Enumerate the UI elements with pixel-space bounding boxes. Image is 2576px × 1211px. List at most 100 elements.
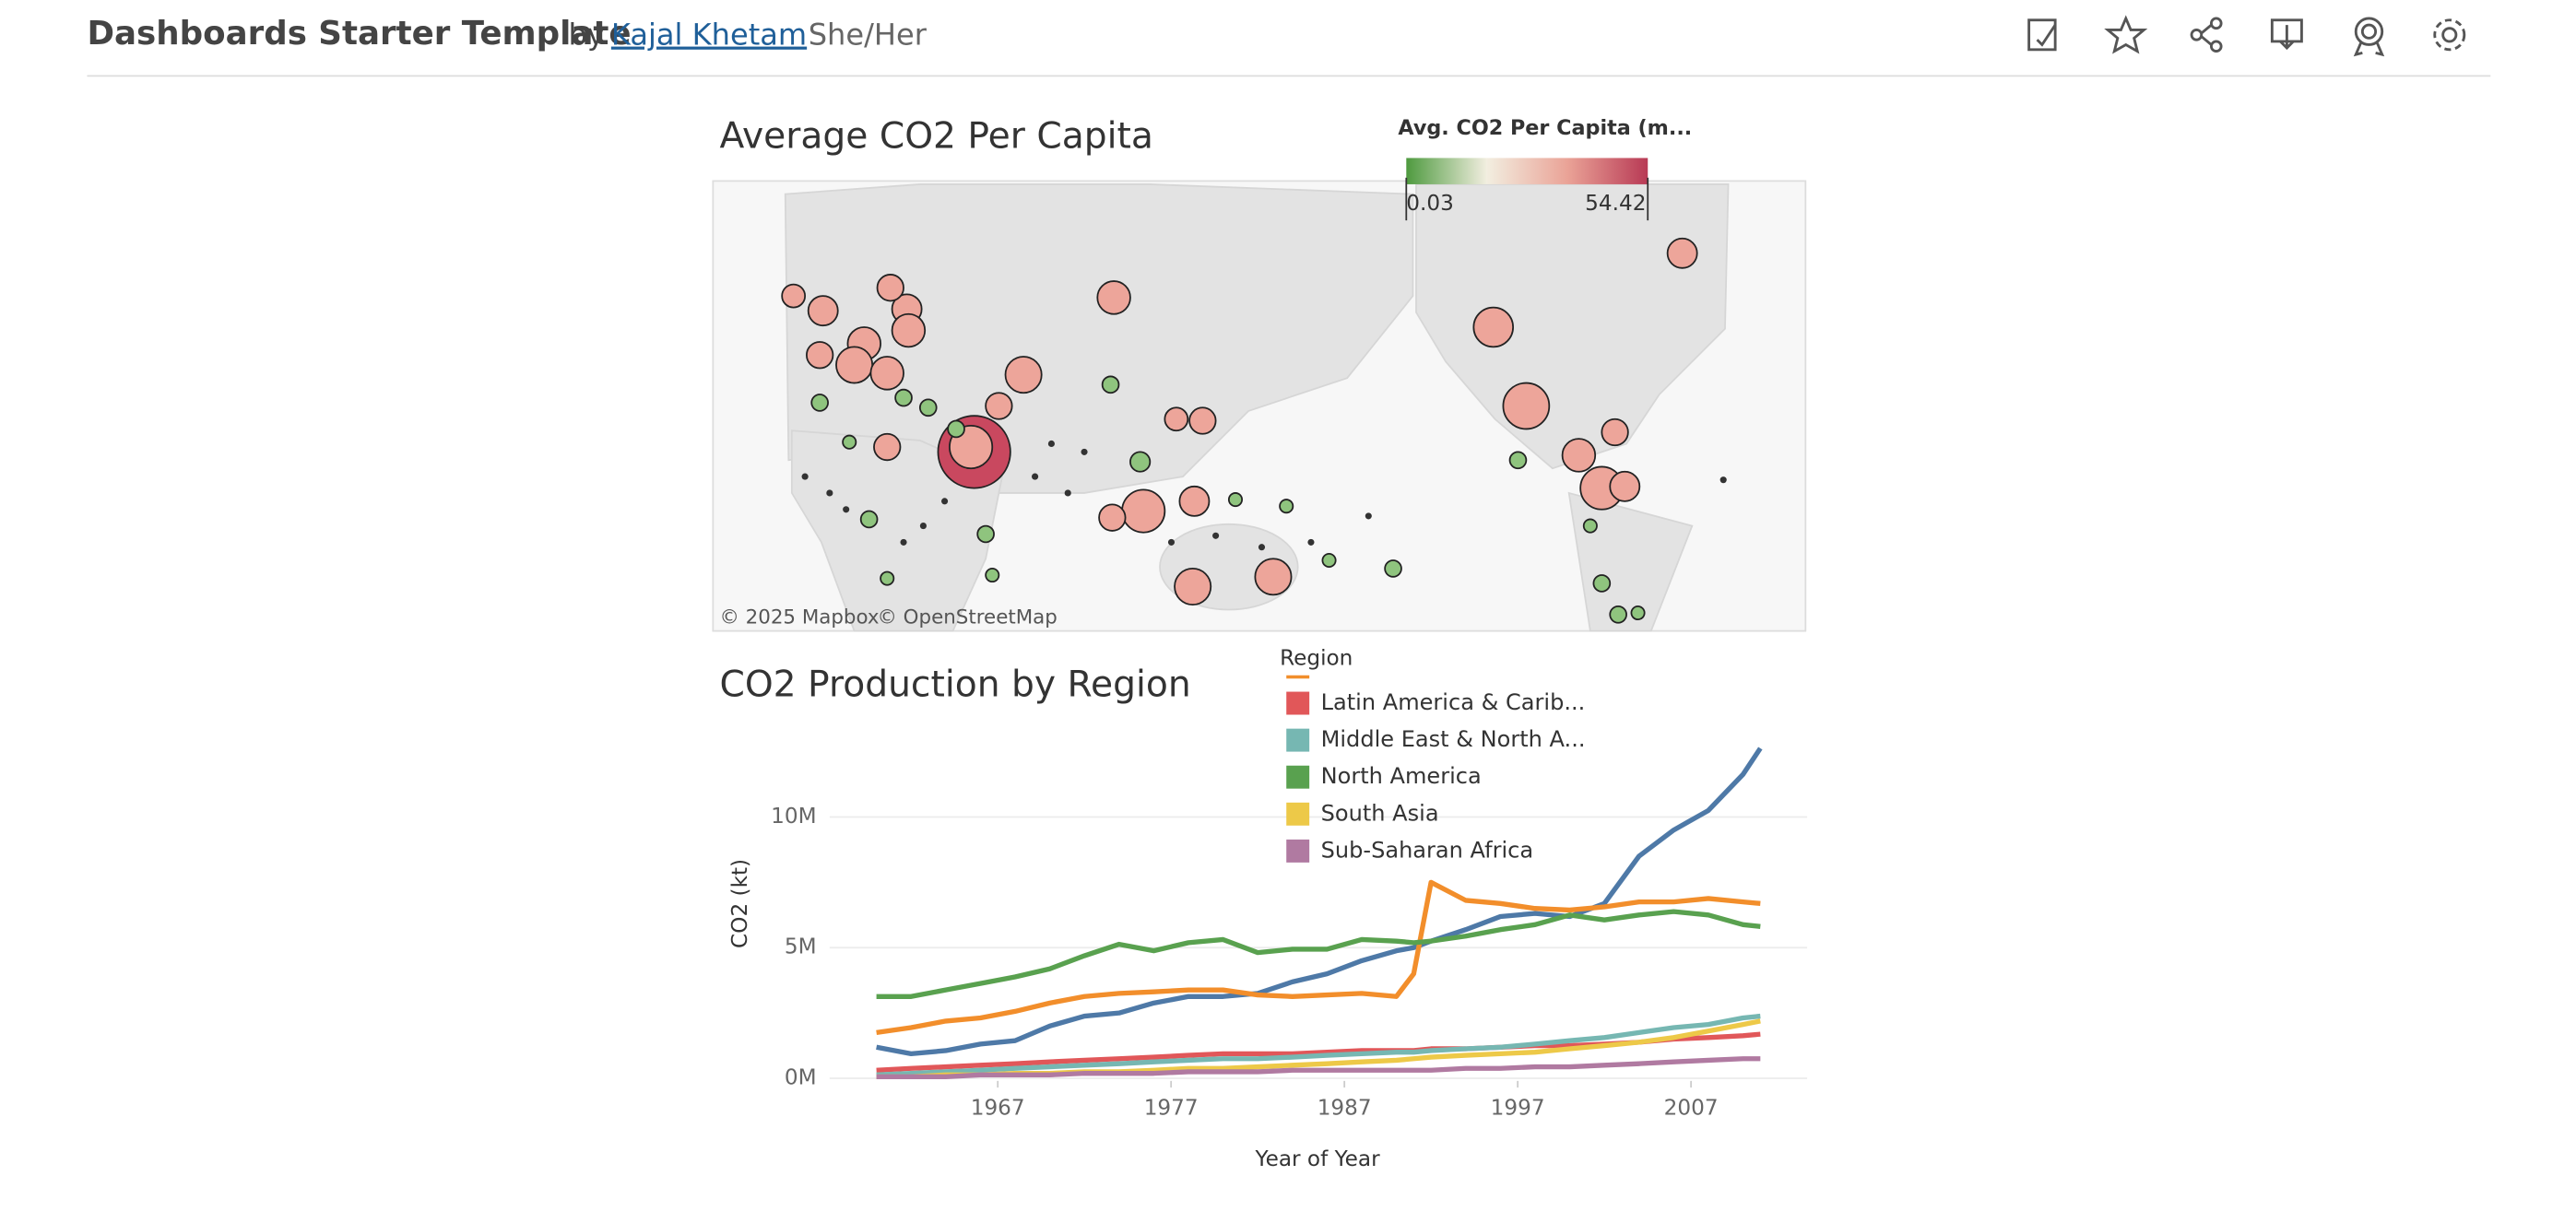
map-bubble xyxy=(1630,606,1646,621)
map-attribution: © 2025 Mapbox xyxy=(719,606,879,629)
bubbles xyxy=(781,237,1727,624)
y-axis-label: CO2 (kt) xyxy=(728,859,752,948)
author-link[interactable]: Kajal Khetam xyxy=(611,18,807,53)
map-bubble xyxy=(985,568,1000,583)
map-bubble xyxy=(1004,356,1043,394)
map-bubble xyxy=(1384,559,1402,578)
map-bubble xyxy=(894,388,913,407)
map-bubble xyxy=(1472,306,1515,348)
byline: by xyxy=(569,18,605,53)
map-bubble xyxy=(891,312,927,348)
map-bubble xyxy=(918,398,938,417)
legend-swatch xyxy=(1286,728,1310,752)
map-bubble xyxy=(1064,489,1071,497)
map-bubble xyxy=(2353,42,2385,57)
map-bubble xyxy=(873,432,902,462)
map-bubble xyxy=(2360,23,2378,40)
series-line xyxy=(876,747,1763,1057)
series-line xyxy=(876,909,1761,999)
map-bubble xyxy=(880,570,895,586)
legend-swatch-partial xyxy=(1286,675,1310,679)
map-bubble xyxy=(869,356,904,391)
x-tick-label: 1967 xyxy=(971,1097,1025,1121)
map-bubble xyxy=(976,524,995,544)
map-bubble xyxy=(1502,382,1551,430)
x-tick-label: 1987 xyxy=(1318,1097,1372,1121)
map-bubble xyxy=(1032,473,1039,480)
y-tick-label: 0M xyxy=(785,1066,817,1090)
series-line xyxy=(876,1013,1761,1078)
map-bubble xyxy=(2036,24,2057,47)
map-bubble xyxy=(900,538,907,546)
map-bubble xyxy=(2279,25,2295,51)
map-bubble xyxy=(835,346,874,384)
legend-swatch xyxy=(1286,691,1310,715)
map-bubble xyxy=(781,283,807,309)
series-line xyxy=(876,1056,1761,1079)
x-axis-label: Year of Year xyxy=(1255,1147,1381,1171)
map-bubble xyxy=(1592,574,1612,593)
x-tick-label: 1997 xyxy=(1491,1097,1545,1121)
map-bubble xyxy=(801,473,809,480)
share-icon[interactable] xyxy=(2190,17,2223,53)
map-bubble xyxy=(985,392,1013,420)
legend-swatch xyxy=(1286,802,1310,826)
map-bubble xyxy=(1227,492,1243,508)
legend-swatch xyxy=(1286,839,1310,863)
map-bubble xyxy=(1666,237,1698,269)
series-line xyxy=(876,879,1761,1036)
edit-icon[interactable] xyxy=(2027,18,2057,52)
map-attribution[interactable]: © OpenStreetMap xyxy=(878,606,1058,629)
map-bubble xyxy=(1365,512,1372,520)
map-bubble xyxy=(2441,27,2458,43)
color-tick-label: 0.03 xyxy=(1406,192,1454,216)
favorite-icon[interactable] xyxy=(2104,15,2148,54)
map-bubble xyxy=(1167,538,1176,546)
map-bubble xyxy=(810,394,829,412)
x-tick-label: 1977 xyxy=(1144,1097,1199,1121)
settings-icon[interactable] xyxy=(2433,18,2466,52)
map-bubble xyxy=(1609,470,1641,502)
map-bubble xyxy=(2200,24,2213,46)
map-bubble xyxy=(2209,17,2223,30)
dashboard-title: Dashboards Starter Template xyxy=(87,15,631,53)
map-bubble xyxy=(1081,448,1088,455)
land xyxy=(1567,491,1694,632)
map-bubble xyxy=(1212,532,1220,539)
legend-label: North America xyxy=(1321,763,1482,789)
map-bubble xyxy=(1178,485,1211,517)
map: © 2025 Mapbox © OpenStreetMap xyxy=(712,180,1807,632)
map-bubble xyxy=(1258,544,1266,551)
metrics-icon[interactable] xyxy=(2353,17,2385,57)
map-bubble xyxy=(1096,280,1131,315)
map-bubble xyxy=(1129,451,1152,473)
map-bubble xyxy=(807,295,839,327)
map-bubble xyxy=(1719,476,1727,484)
legend-label: Middle East & North A... xyxy=(1321,726,1586,752)
legend-title: Region xyxy=(1280,646,1353,670)
map-title: Average CO2 Per Capita xyxy=(719,116,1152,158)
map-bubble xyxy=(1098,503,1127,532)
map-bubble xyxy=(2433,18,2466,52)
map-bubble xyxy=(876,274,904,302)
line-chart-title: CO2 Production by Region xyxy=(719,664,1190,706)
map-bubble xyxy=(1561,438,1597,473)
map-bubble xyxy=(1609,606,1627,624)
color-legend-title: Avg. CO2 Per Capita (m... xyxy=(1398,116,1692,140)
legend-swatch xyxy=(1286,765,1310,789)
map-bubble xyxy=(1508,451,1528,470)
color-tick-label: 54.42 xyxy=(1585,192,1646,216)
map-bubble xyxy=(2354,17,2384,46)
download-icon[interactable] xyxy=(2270,18,2303,51)
map-bubble xyxy=(919,523,927,530)
map-bubble xyxy=(2027,18,2057,52)
map-bubble xyxy=(1164,406,1189,432)
map-bubble xyxy=(2104,15,2148,54)
map-bubble xyxy=(1174,568,1212,606)
map-bubble xyxy=(1307,538,1315,546)
map-bubble xyxy=(859,510,879,529)
map-bubble xyxy=(1279,499,1294,514)
map-bubble xyxy=(1047,440,1055,448)
